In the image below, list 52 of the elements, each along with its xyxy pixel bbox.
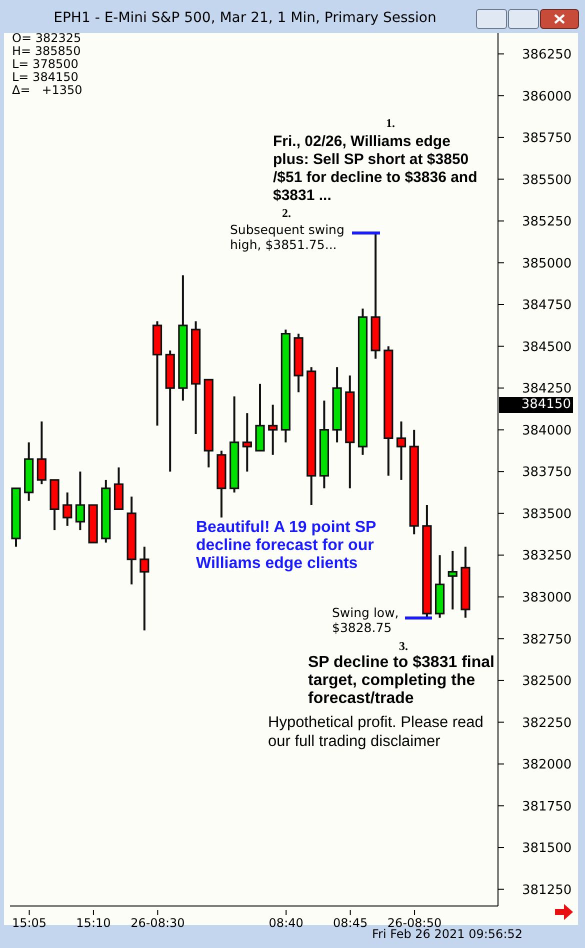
text: Fri Feb 26 2021 09:56:52 (372, 927, 523, 941)
annotation: H= 385850 (12, 44, 81, 58)
annotation: L= 378500 (12, 57, 78, 71)
y-tick-label: 383500 (522, 506, 572, 522)
annotation: 3. (399, 639, 408, 653)
candlestick (396, 420, 406, 481)
x-tick-label: 26-08:50 (387, 916, 442, 930)
y-tick-label: 381750 (522, 799, 572, 814)
x-tick-label: 08:45 (333, 916, 368, 930)
annotation: Fri., 02/26, Williams edge plus: Sell SP short at $3850 /$51 for decline to $3836 and $3831 ... (273, 133, 478, 205)
annotation: 1. (386, 116, 395, 130)
annotation: Hypothetical profit. Please read our full trading disclaimer (268, 713, 484, 751)
annotation: Subsequent swing high, $3851.75... (230, 222, 346, 252)
candlestick (448, 550, 458, 610)
annotation: O= 382325 (12, 31, 82, 45)
annotation: Beautiful! A 19 point SP decline forecast for our Williams edge clients (196, 519, 377, 573)
y-tick-label: 385500 (522, 172, 572, 188)
y-tick-label: 383250 (522, 548, 572, 564)
y-tick-label: 386000 (522, 89, 572, 104)
y-tick-label: 384000 (522, 423, 572, 438)
y-tick-label: 384250 (522, 382, 572, 397)
candlestick (75, 470, 86, 532)
x-tick-label: 15:10 (76, 916, 111, 930)
y-tick-label: 383750 (522, 465, 572, 480)
y-tick-label: 385250 (522, 214, 572, 230)
annotation: Swing low, $3828.75 (332, 605, 400, 635)
candlestick (62, 491, 72, 527)
y-tick-label: 384500 (522, 340, 572, 355)
x-tick-label: 15:05 (12, 916, 47, 930)
annotation: Δ= +1350 (12, 83, 82, 97)
candlestick (140, 546, 150, 632)
y-tick-label: 382500 (522, 674, 572, 690)
y-tick-label: 386250 (522, 48, 572, 62)
candlestick (242, 412, 252, 473)
text: 384150 (499, 397, 573, 413)
annotation: SP decline to $3831 final target, completing the forecast/trade (308, 654, 496, 708)
y-tick-label: 383000 (522, 590, 572, 606)
y-tick-label: 384750 (522, 298, 572, 314)
y-tick-label: 385750 (522, 131, 572, 146)
y-tick-label: 382250 (522, 716, 572, 731)
y-tick-label: 382750 (522, 632, 572, 648)
x-tick-label: 26-08:30 (130, 916, 185, 930)
candlestick (268, 404, 278, 456)
x-tick-label: 08:40 (268, 916, 304, 930)
y-tick-label: 382000 (522, 758, 572, 773)
candlestick (36, 420, 46, 486)
y-tick-label: 381250 (522, 882, 572, 898)
annotation: L= 384150 (12, 70, 78, 84)
y-tick-label: 381500 (522, 841, 572, 856)
chart-title: EPH1 - E-Mini S&P 500, Mar 21, 1 Min, Primary Session (54, 10, 436, 26)
annotation: 2. (282, 206, 291, 220)
y-tick-label: 385000 (522, 256, 572, 272)
